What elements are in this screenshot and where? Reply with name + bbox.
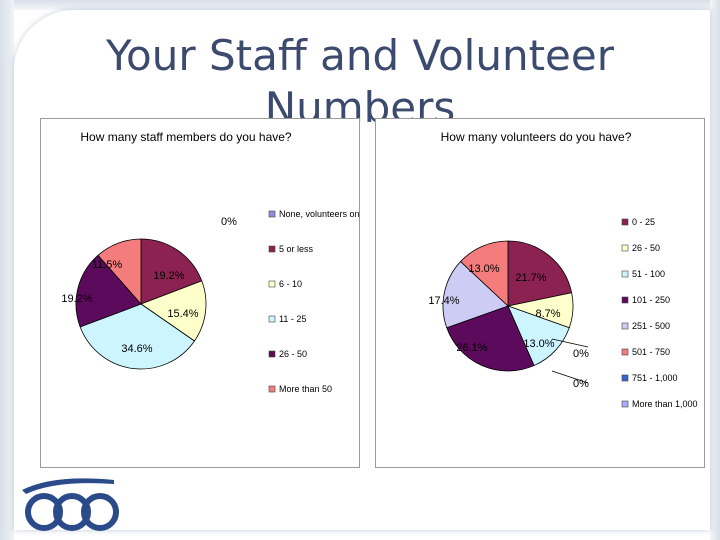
- legend-label: 51 - 100: [632, 269, 665, 279]
- legend-swatch: [621, 270, 629, 278]
- legend-label: 251 - 500: [632, 321, 670, 331]
- legend-label: 501 - 750: [632, 347, 670, 357]
- data-label: 21.7%: [515, 272, 546, 284]
- data-label: 34.6%: [121, 343, 152, 355]
- legend-swatch: [621, 296, 629, 304]
- data-label: 0%: [573, 348, 589, 360]
- pie-slice: [97, 238, 142, 306]
- legend-label: 26 - 50: [279, 349, 307, 359]
- legend-swatch: [268, 245, 276, 253]
- data-label: 15.4%: [167, 308, 198, 320]
- legend-swatch: [621, 374, 629, 382]
- pie-slice: [75, 254, 142, 328]
- frame-right: [710, 0, 720, 540]
- volunteer-chart: How many volunteers do you have? 21.7% 8.7…: [375, 118, 705, 468]
- leader-line: [551, 370, 589, 384]
- data-label: 11.5%: [92, 259, 123, 271]
- legend-swatch: [268, 280, 276, 288]
- chart-title: How many volunteers do you have?: [441, 130, 632, 144]
- legend-label: 11 - 25: [279, 314, 306, 324]
- volunteer-pie-chart: How many volunteers do you have? 21.7% 8.7…: [428, 130, 698, 409]
- legend-swatch: [268, 210, 276, 218]
- organization-logo: [22, 478, 119, 531]
- legend-label: 101 - 250: [632, 295, 670, 305]
- data-label: 17.4%: [428, 295, 459, 307]
- legend-label: None, volunteers only: [279, 209, 359, 219]
- frame-left: [0, 0, 14, 540]
- pie-slice: [140, 280, 207, 342]
- legend-label: 751 - 1,000: [632, 373, 678, 383]
- legend-label: More than 50: [279, 384, 332, 394]
- legend-swatch: [621, 322, 629, 330]
- data-label: 0%: [221, 216, 237, 228]
- legend-swatch: [268, 315, 276, 323]
- legend-label: 26 - 50: [632, 243, 660, 253]
- leader-line: [551, 338, 589, 348]
- data-label: 13.0%: [468, 263, 499, 275]
- pie-slice: [79, 303, 196, 370]
- legend-swatch: [621, 348, 629, 356]
- data-label: 19.2%: [61, 293, 92, 305]
- legend-label: More than 1,000: [632, 399, 698, 409]
- legend-label: 6 - 10: [279, 279, 302, 289]
- legend-swatch: [268, 385, 276, 393]
- pie-slice: [140, 238, 203, 305]
- data-label: 26.1%: [456, 342, 487, 354]
- legend-swatch: [268, 350, 276, 358]
- pie-slice: [507, 240, 573, 307]
- staff-pie-chart: How many staff members do you have? 0% 19.…: [61, 130, 359, 394]
- data-label: 13.0%: [523, 338, 554, 350]
- chart-title: How many staff members do you have?: [80, 130, 292, 144]
- pie-slice: [442, 260, 509, 329]
- legend-swatch: [621, 400, 629, 408]
- staff-chart: How many staff members do you have? 0% 19.…: [40, 118, 360, 468]
- legend-label: 0 - 25: [632, 217, 655, 227]
- legend-swatch: [621, 218, 629, 226]
- data-label: 0%: [573, 378, 589, 390]
- slide-title: Your Staff and Volunteer Numbers: [105, 31, 615, 132]
- data-label: 8.7%: [535, 308, 560, 320]
- pie-slice: [460, 240, 509, 307]
- pie-slice: [446, 305, 535, 372]
- frame-top: [0, 0, 720, 10]
- legend-swatch: [621, 244, 629, 252]
- legend-label: 5 or less: [279, 244, 314, 254]
- data-label: 19.2%: [153, 270, 184, 282]
